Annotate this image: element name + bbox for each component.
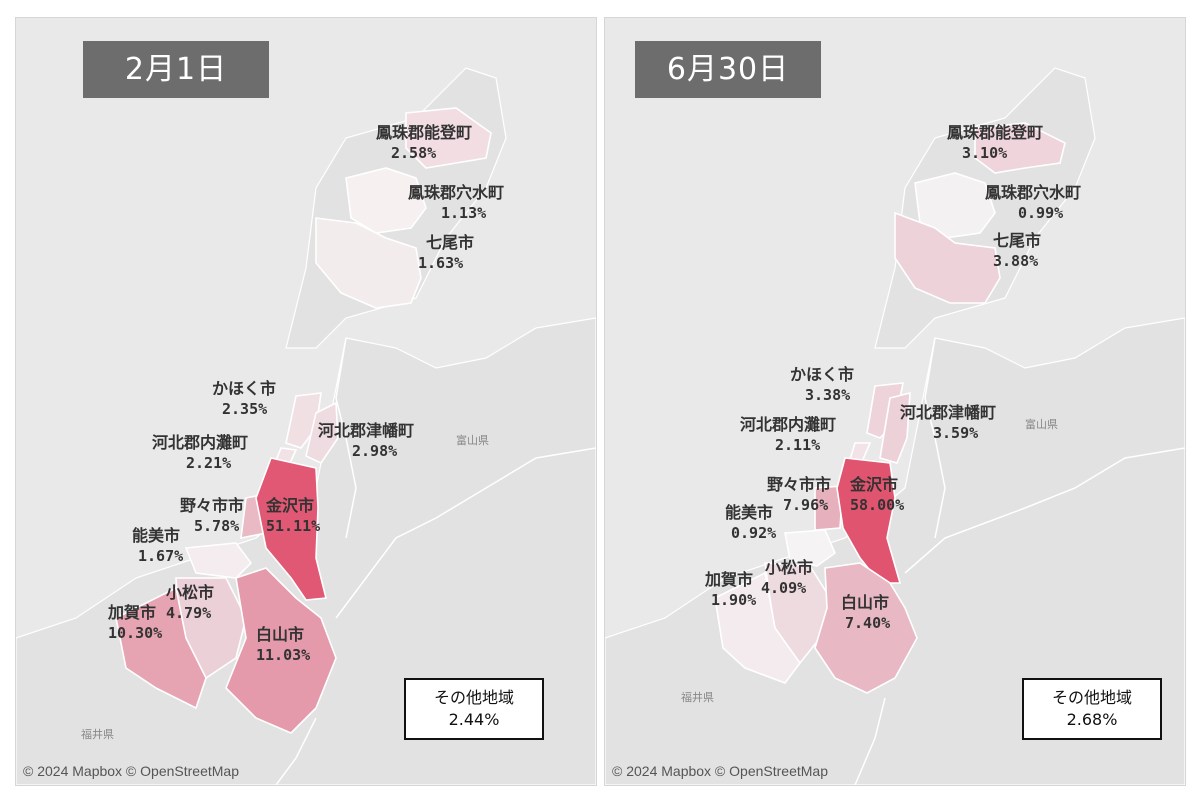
region-label-hakusan: 白山市 bbox=[256, 625, 304, 644]
region-shape-kaga[interactable] bbox=[714, 571, 801, 684]
date-badge: 6月30日 bbox=[635, 41, 821, 98]
map-canvas[interactable]: 富山県 福井県 鳳珠郡能登町 3.10% 鳳珠郡穴水町 0.99% 七尾市 3.… bbox=[605, 18, 1185, 785]
region-pct-tsubata: 3.59% bbox=[933, 424, 978, 442]
map-panel-left[interactable]: 富山県 福井県 鳳珠郡能登町 2.58% 鳳珠郡穴水町 1.13% 七尾市 1.… bbox=[15, 17, 597, 786]
pref-label-fukui: 福井県 bbox=[681, 690, 714, 704]
pref-border bbox=[335, 447, 596, 619]
region-shape-anamizu[interactable] bbox=[345, 167, 427, 234]
region-label-noto: 鳳珠郡能登町 bbox=[376, 123, 472, 142]
region-pct-nanao: 3.88% bbox=[993, 252, 1038, 270]
pref-border-3 bbox=[335, 337, 357, 539]
region-pct-anamizu: 0.99% bbox=[1018, 204, 1063, 222]
region-pct-uchinada: 2.21% bbox=[186, 454, 231, 472]
map-attribution[interactable]: © 2024 Mapbox © OpenStreetMap bbox=[23, 763, 239, 779]
region-label-komatsu: 小松市 bbox=[166, 583, 214, 602]
region-label-nonoichi: 野々市市 bbox=[767, 475, 831, 494]
region-pct-kahoku: 2.35% bbox=[222, 400, 267, 418]
region-label-tsubata: 河北郡津幡町 bbox=[900, 403, 996, 422]
map-panel-right[interactable]: 富山県 福井県 鳳珠郡能登町 3.10% 鳳珠郡穴水町 0.99% 七尾市 3.… bbox=[604, 17, 1186, 786]
region-label-noto: 鳳珠郡能登町 bbox=[947, 123, 1043, 142]
pref-border-2 bbox=[275, 717, 317, 785]
region-label-kanazawa: 金沢市 bbox=[849, 475, 898, 494]
region-label-anamizu: 鳳珠郡穴水町 bbox=[985, 183, 1081, 202]
region-pct-nanao: 1.63% bbox=[418, 254, 463, 272]
region-pct-nonoichi: 7.96% bbox=[783, 496, 828, 514]
region-label-kaga: 加賀市 bbox=[107, 603, 156, 622]
region-shape-noto[interactable] bbox=[974, 122, 1066, 174]
region-pct-nomi: 0.92% bbox=[731, 524, 776, 542]
region-shape-noto[interactable] bbox=[405, 107, 492, 169]
other-region-pct: 2.68% bbox=[1066, 710, 1118, 729]
map-canvas[interactable]: 富山県 福井県 鳳珠郡能登町 2.58% 鳳珠郡穴水町 1.13% 七尾市 1.… bbox=[16, 18, 596, 785]
other-region-label: その他地域 bbox=[1051, 688, 1132, 707]
region-pct-tsubata: 2.98% bbox=[352, 442, 397, 460]
region-pct-hakusan: 11.03% bbox=[256, 646, 310, 664]
other-region-box: その他地域 2.68% bbox=[1022, 678, 1162, 740]
region-shape-hakusan[interactable] bbox=[225, 567, 337, 734]
region-pct-nonoichi: 5.78% bbox=[194, 517, 239, 535]
region-shape-kanazawa[interactable] bbox=[255, 457, 328, 601]
region-label-komatsu: 小松市 bbox=[765, 558, 813, 577]
region-pct-kaga: 1.90% bbox=[711, 591, 756, 609]
region-shape-nanao[interactable] bbox=[315, 217, 422, 309]
pref-border bbox=[904, 447, 1185, 574]
pref-label-fukui: 福井県 bbox=[81, 727, 114, 741]
region-pct-nomi: 1.67% bbox=[138, 547, 183, 565]
region-label-kaga: 加賀市 bbox=[704, 570, 753, 589]
region-label-tsubata: 河北郡津幡町 bbox=[318, 421, 414, 440]
map-attribution[interactable]: © 2024 Mapbox © OpenStreetMap bbox=[612, 763, 828, 779]
region-pct-komatsu: 4.79% bbox=[166, 604, 211, 622]
region-shape-hakusan[interactable] bbox=[814, 562, 918, 694]
region-label-anamizu: 鳳珠郡穴水町 bbox=[408, 183, 504, 202]
region-label-hakusan: 白山市 bbox=[841, 593, 889, 612]
other-region-pct: 2.44% bbox=[448, 710, 500, 729]
pref-border-2 bbox=[854, 697, 886, 785]
region-shape-nomi[interactable] bbox=[784, 529, 836, 567]
region-label-nonoichi: 野々市市 bbox=[180, 496, 244, 515]
region-pct-anamizu: 1.13% bbox=[441, 204, 486, 222]
region-label-nomi: 能美市 bbox=[132, 526, 180, 545]
region-pct-noto: 3.10% bbox=[962, 144, 1007, 162]
region-shape-nomi[interactable] bbox=[184, 542, 253, 579]
region-label-kahoku: かほく市 bbox=[212, 379, 276, 398]
region-shape-kaga[interactable] bbox=[115, 586, 207, 710]
date-badge: 2月1日 bbox=[83, 41, 269, 98]
region-shape-tsubata[interactable] bbox=[879, 391, 911, 464]
pref-label-toyama: 富山県 bbox=[456, 433, 489, 447]
region-pct-kanazawa: 51.11% bbox=[266, 517, 320, 535]
region-pct-uchinada: 2.11% bbox=[775, 436, 820, 454]
region-shape-nanao[interactable] bbox=[894, 211, 1001, 304]
pref-border-3 bbox=[924, 337, 946, 539]
region-label-uchinada: 河北郡内灘町 bbox=[740, 415, 836, 434]
region-pct-kanazawa: 58.00% bbox=[850, 496, 904, 514]
region-label-uchinada: 河北郡内灘町 bbox=[152, 433, 248, 452]
region-shape-tsubata[interactable] bbox=[305, 401, 339, 465]
region-shape-nonoichi[interactable] bbox=[814, 485, 844, 531]
region-label-nomi: 能美市 bbox=[725, 503, 773, 522]
region-pct-kahoku: 3.38% bbox=[805, 386, 850, 404]
region-pct-hakusan: 7.40% bbox=[845, 614, 890, 632]
region-shape-kahoku[interactable] bbox=[285, 392, 322, 449]
region-label-nanao: 七尾市 bbox=[426, 233, 474, 252]
other-region-label: その他地域 bbox=[433, 688, 514, 707]
region-pct-kaga: 10.30% bbox=[108, 624, 162, 642]
region-label-kanazawa: 金沢市 bbox=[265, 496, 314, 515]
region-pct-komatsu: 4.09% bbox=[761, 579, 806, 597]
pref-label-toyama: 富山県 bbox=[1025, 417, 1058, 431]
region-label-nanao: 七尾市 bbox=[993, 231, 1041, 250]
region-pct-noto: 2.58% bbox=[391, 144, 436, 162]
other-region-box: その他地域 2.44% bbox=[404, 678, 544, 740]
region-label-kahoku: かほく市 bbox=[790, 365, 854, 384]
